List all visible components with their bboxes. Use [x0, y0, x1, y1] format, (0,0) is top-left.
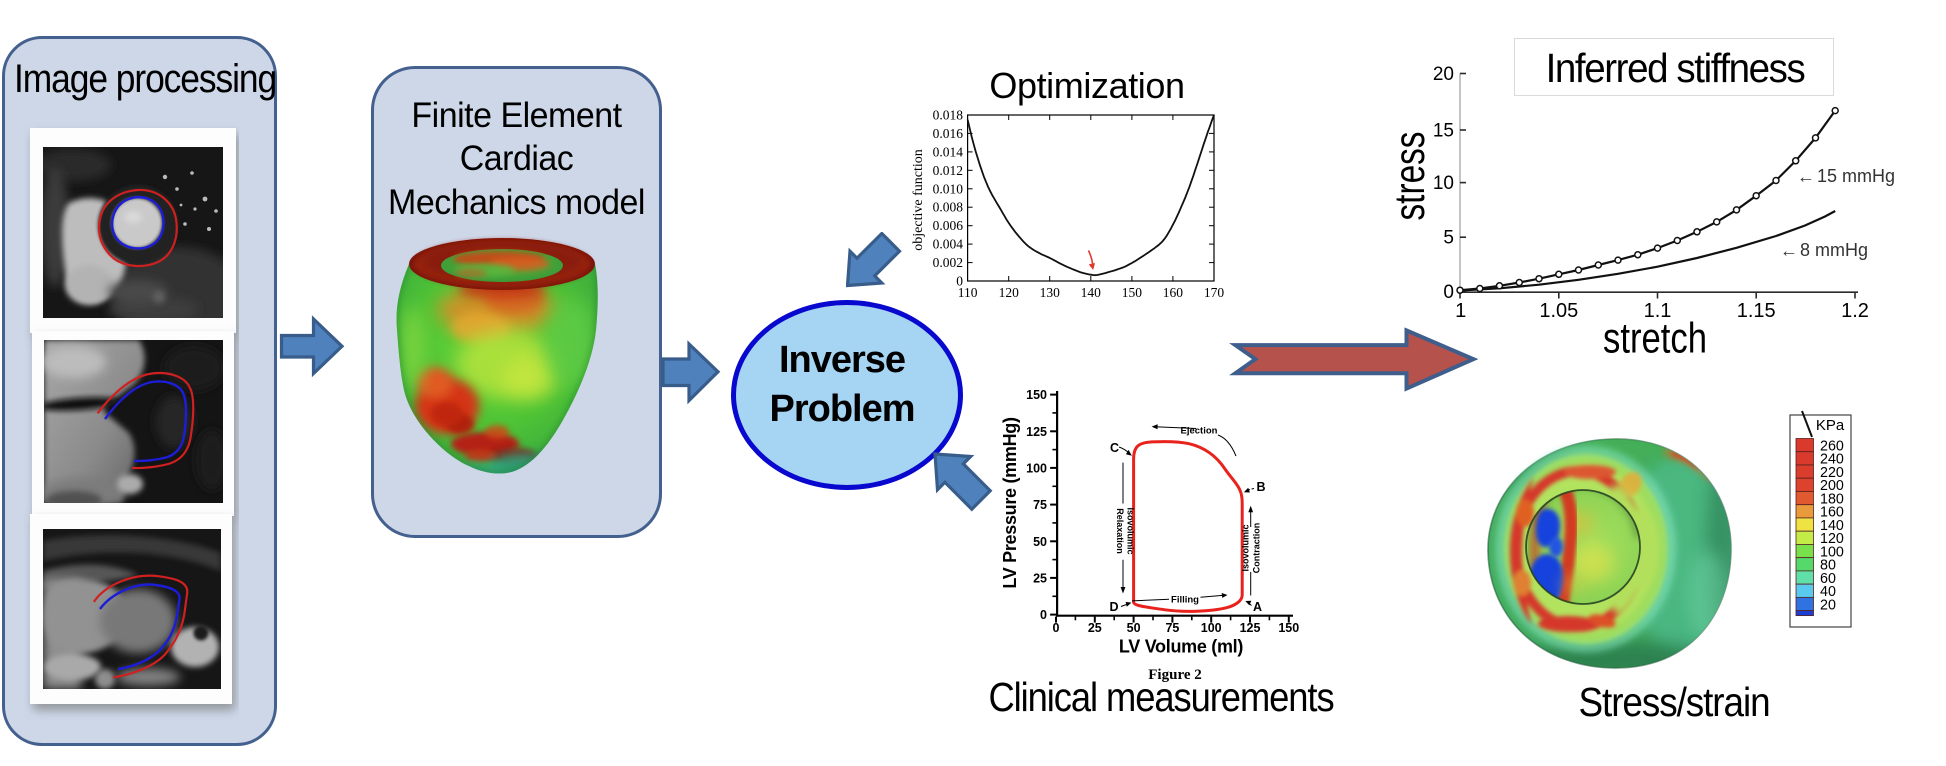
svg-text:0.018: 0.018	[933, 108, 964, 123]
svg-text:0.006: 0.006	[933, 218, 964, 233]
svg-text:140: 140	[1820, 518, 1844, 534]
svg-text:200: 200	[1820, 478, 1844, 494]
svg-text:20: 20	[1820, 597, 1836, 613]
svg-text:25: 25	[1033, 571, 1047, 585]
svg-text:0: 0	[1053, 621, 1060, 635]
svg-text:0: 0	[1443, 282, 1454, 303]
svg-text:60: 60	[1820, 571, 1836, 587]
svg-text:objective function: objective function	[911, 149, 926, 250]
svg-text:75: 75	[1033, 498, 1047, 512]
svg-text:8 mmHg: 8 mmHg	[1800, 240, 1868, 260]
svg-text:Relaxation: Relaxation	[1115, 508, 1125, 554]
svg-text:LV Volume (ml): LV Volume (ml)	[1119, 637, 1243, 657]
svg-text:80: 80	[1820, 558, 1836, 574]
svg-text:Ejection: Ejection	[1181, 426, 1218, 437]
svg-text:100: 100	[1026, 461, 1047, 475]
svg-text:1: 1	[1455, 300, 1466, 322]
svg-text:15: 15	[1433, 121, 1454, 142]
svg-text:0.008: 0.008	[933, 200, 964, 215]
svg-text:0: 0	[956, 274, 963, 289]
svg-text:110: 110	[958, 285, 978, 300]
svg-text:0: 0	[1040, 608, 1047, 622]
svg-text:220: 220	[1820, 465, 1844, 481]
svg-text:150: 150	[1278, 621, 1299, 635]
svg-text:0.016: 0.016	[933, 126, 964, 141]
svg-text:LV Pressure (mmHg): LV Pressure (mmHg)	[1000, 417, 1020, 589]
svg-text:KPa: KPa	[1816, 417, 1845, 434]
svg-text:75: 75	[1165, 621, 1179, 635]
svg-text:100: 100	[1820, 544, 1844, 560]
svg-text:140: 140	[1081, 285, 1102, 300]
svg-text:Isovolumic: Isovolumic	[1240, 524, 1250, 571]
svg-text:50: 50	[1033, 535, 1047, 549]
svg-text:160: 160	[1163, 285, 1184, 300]
svg-text:←: ←	[1797, 167, 1815, 187]
svg-text:125: 125	[1026, 425, 1047, 439]
svg-text:0.014: 0.014	[933, 144, 964, 159]
svg-text:A: A	[1253, 600, 1262, 614]
svg-text:20: 20	[1433, 64, 1454, 85]
svg-text:40: 40	[1820, 584, 1836, 600]
svg-text:15 mmHg: 15 mmHg	[1817, 166, 1895, 186]
svg-text:125: 125	[1240, 621, 1261, 635]
svg-text:Contraction: Contraction	[1252, 523, 1262, 574]
svg-text:260: 260	[1820, 439, 1844, 455]
svg-text:10: 10	[1433, 173, 1454, 194]
svg-text:1.05: 1.05	[1539, 300, 1578, 322]
svg-text:5: 5	[1443, 228, 1454, 249]
svg-text:1.2: 1.2	[1841, 300, 1869, 322]
svg-text:150: 150	[1122, 285, 1143, 300]
svg-text:120: 120	[999, 285, 1020, 300]
svg-text:120: 120	[1820, 531, 1844, 547]
svg-text:25: 25	[1088, 621, 1102, 635]
svg-text:←: ←	[1780, 241, 1798, 261]
svg-text:B: B	[1257, 480, 1266, 494]
svg-text:240: 240	[1820, 452, 1844, 468]
svg-text:0.004: 0.004	[933, 237, 964, 252]
svg-text:C: C	[1110, 441, 1119, 455]
svg-text:130: 130	[1040, 285, 1061, 300]
svg-text:0.010: 0.010	[933, 181, 964, 196]
svg-text:0.012: 0.012	[933, 163, 963, 178]
svg-text:Filling: Filling	[1171, 595, 1199, 606]
svg-text:stress: stress	[1386, 132, 1434, 221]
svg-text:160: 160	[1820, 505, 1844, 521]
svg-text:100: 100	[1201, 621, 1222, 635]
svg-text:150: 150	[1026, 388, 1047, 402]
svg-text:Isovolumic: Isovolumic	[1126, 507, 1136, 554]
svg-text:1.1: 1.1	[1644, 300, 1672, 322]
svg-text:stretch: stretch	[1603, 315, 1707, 363]
svg-text:1.15: 1.15	[1737, 300, 1776, 322]
svg-text:D: D	[1110, 600, 1119, 614]
svg-text:170: 170	[1204, 285, 1225, 300]
svg-text:50: 50	[1127, 621, 1141, 635]
svg-text:0.002: 0.002	[933, 255, 963, 270]
svg-text:180: 180	[1820, 491, 1844, 507]
